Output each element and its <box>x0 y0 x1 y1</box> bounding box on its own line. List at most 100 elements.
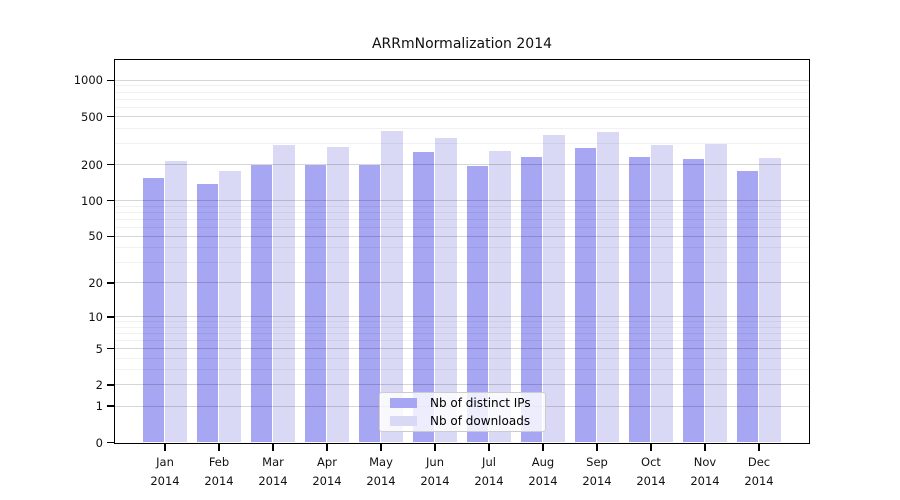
gridline-6 <box>115 340 809 342</box>
gridline-80 <box>115 211 809 213</box>
x-tick-mark-sep <box>596 444 598 451</box>
gridline-50 <box>115 235 809 237</box>
bar-downloads-jan <box>165 160 187 442</box>
bar-ips-nov <box>682 158 704 442</box>
y-tick-mark-200 <box>107 163 114 166</box>
y-tick-label-10: 10 <box>88 309 103 324</box>
gridline-60 <box>115 226 809 228</box>
bar-ips-jun <box>412 151 434 442</box>
y-tick-label-1: 1 <box>95 399 103 414</box>
legend-label-distinct-ips: Nb of distinct IPs <box>430 396 531 410</box>
x-tick-label-mar: Mar 2014 <box>258 455 288 488</box>
bar-ips-apr <box>304 165 326 442</box>
x-tick-mark-dec <box>758 444 760 451</box>
bar-ips-jan <box>142 178 164 442</box>
bar-ips-sep <box>574 147 596 442</box>
grid-layer <box>115 60 809 443</box>
x-tick-mark-feb <box>218 444 220 451</box>
x-tick-label-jun: Jun 2014 <box>420 455 450 488</box>
legend-swatch-downloads <box>390 416 417 426</box>
y-tick-mark-2 <box>107 384 114 386</box>
gridline-5 <box>115 348 809 350</box>
y-tick-label-50: 50 <box>88 229 103 244</box>
bar-downloads-oct <box>651 144 673 442</box>
x-tick-label-dec: Dec 2014 <box>744 455 774 488</box>
x-tick-label-jan: Jan 2014 <box>150 455 180 488</box>
x-tick-label-oct: Oct 2014 <box>636 455 666 488</box>
gridline-400 <box>115 127 809 129</box>
legend-swatch-distinct-ips <box>390 398 417 408</box>
gridline-8 <box>115 326 809 328</box>
y-tick-label-500: 500 <box>81 109 103 124</box>
y-tick-label-200: 200 <box>81 157 103 172</box>
y-tick-label-20: 20 <box>88 275 103 290</box>
gridline-2 <box>115 384 809 386</box>
bar-ips-oct <box>628 157 650 442</box>
gridline-300 <box>115 142 809 144</box>
x-tick-label-jul: Jul 2014 <box>474 455 504 488</box>
bar-ips-jul <box>466 166 488 442</box>
x-tick-mark-may <box>380 444 382 451</box>
gridline-70 <box>115 218 809 220</box>
gridline-7 <box>115 333 809 335</box>
y-tick-mark-10 <box>107 316 114 318</box>
y-tick-label-5: 5 <box>95 341 103 356</box>
bar-ips-aug <box>520 157 542 442</box>
bar-downloads-apr <box>327 147 349 442</box>
bar-downloads-may <box>381 131 403 442</box>
y-tick-mark-500 <box>107 115 114 118</box>
y-tick-mark-5 <box>107 347 114 350</box>
x-tick-mark-aug <box>542 444 544 451</box>
gridline-1000 <box>115 79 809 81</box>
gridline-100 <box>115 200 809 202</box>
gridline-3 <box>115 369 809 371</box>
x-tick-label-apr: Apr 2014 <box>312 455 342 488</box>
bars-layer <box>115 60 809 443</box>
bar-downloads-jul <box>489 150 511 442</box>
bar-ips-dec <box>736 171 758 442</box>
gridline-900 <box>115 85 809 87</box>
x-tick-label-aug: Aug 2014 <box>528 455 558 488</box>
gridline-9 <box>115 321 809 323</box>
gridline-4 <box>115 357 809 359</box>
x-tick-label-feb: Feb 2014 <box>204 455 234 488</box>
gridline-90 <box>115 205 809 207</box>
y-tick-label-0: 0 <box>95 435 103 450</box>
chart-title: ARRmNormalization 2014 <box>371 36 553 52</box>
y-tick-label-2: 2 <box>95 377 103 392</box>
x-tick-mark-jul <box>488 444 490 451</box>
gridline-800 <box>115 91 809 93</box>
gridline-600 <box>115 106 809 108</box>
y-tick-mark-20 <box>107 282 114 284</box>
gridline-20 <box>115 282 809 284</box>
x-tick-label-nov: Nov 2014 <box>690 455 720 488</box>
y-tick-mark-50 <box>107 235 114 238</box>
bar-downloads-mar <box>273 144 295 442</box>
bar-ips-mar <box>250 165 272 442</box>
bar-downloads-jun <box>435 137 457 442</box>
gridline-700 <box>115 98 809 100</box>
legend: Nb of distinct IPs Nb of downloads <box>379 392 546 432</box>
x-tick-mark-apr <box>326 444 328 451</box>
x-tick-label-sep: Sep 2014 <box>582 455 612 488</box>
y-tick-mark-0 <box>107 441 114 444</box>
bar-downloads-dec <box>759 157 781 442</box>
gridline-30 <box>115 262 809 264</box>
legend-item-downloads: Nb of downloads <box>386 414 539 428</box>
y-tick-mark-1 <box>107 405 114 407</box>
x-tick-label-may: May 2014 <box>366 455 396 488</box>
y-tick-label-100: 100 <box>81 193 103 208</box>
gridline-200 <box>115 164 809 166</box>
bar-downloads-feb <box>219 171 241 442</box>
gridline-500 <box>115 116 809 118</box>
legend-item-distinct-ips: Nb of distinct IPs <box>386 396 539 410</box>
legend-label-downloads: Nb of downloads <box>430 414 531 428</box>
x-tick-mark-jun <box>434 444 436 451</box>
bar-ips-feb <box>196 183 218 442</box>
bar-downloads-sep <box>597 132 619 442</box>
y-tick-label-1000: 1000 <box>73 73 103 88</box>
plot-area: Nb of distinct IPs Nb of downloads <box>114 59 810 444</box>
y-tick-mark-100 <box>107 199 114 202</box>
x-tick-mark-mar <box>272 444 274 451</box>
